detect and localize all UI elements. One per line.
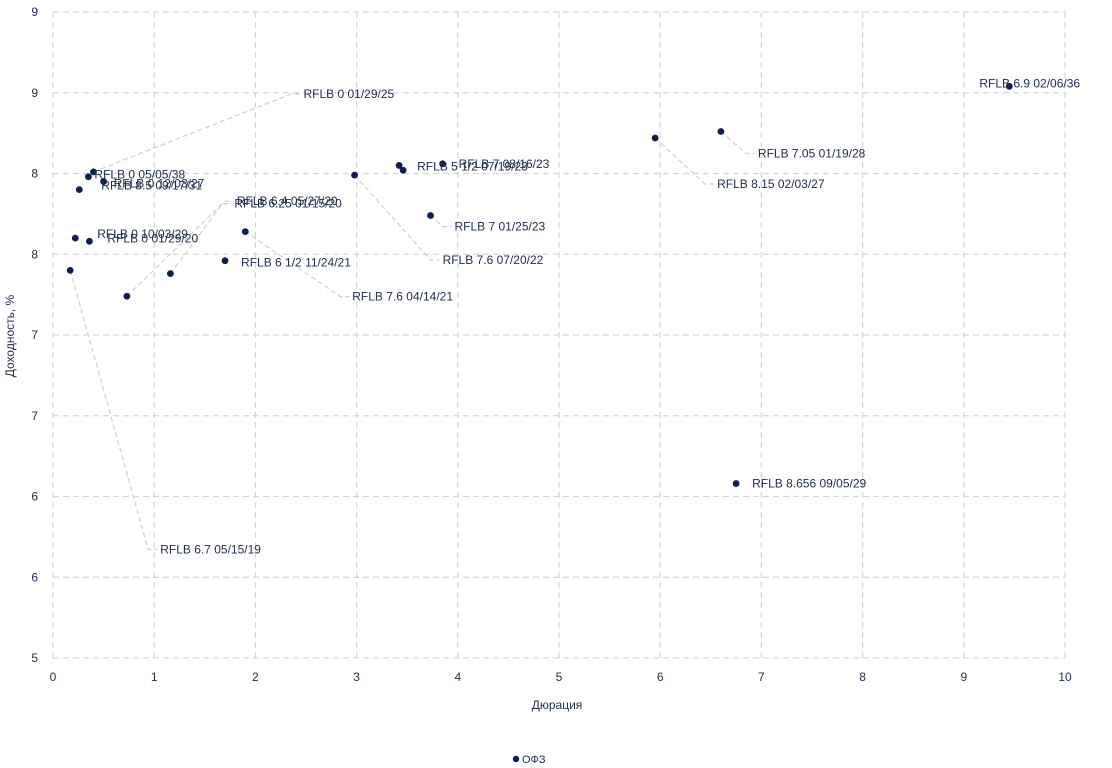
data-point xyxy=(395,162,403,169)
label-leader-lines xyxy=(69,93,755,551)
data-point xyxy=(90,168,97,176)
legend-marker xyxy=(512,755,520,763)
point-label: RFLB 7.05 01/19/28 xyxy=(758,147,866,161)
point-label: RFLB 7.6 07/20/22 xyxy=(443,253,544,267)
data-point xyxy=(351,171,358,179)
leader-line xyxy=(93,93,301,173)
point-labels: RFLB 6.7 05/15/19 RFLB 0 10/03/29 RFLB 8.5… xyxy=(94,76,1080,556)
x-axis-title: Дюрация xyxy=(532,698,583,712)
data-point xyxy=(439,160,447,168)
y-tick-label: 6 xyxy=(31,490,38,504)
point-label: RFLB 6 1/2 11/24/21 xyxy=(241,256,351,270)
data-point xyxy=(1005,82,1013,90)
point-label: RFLB 6.25 01/15/20 xyxy=(234,197,342,211)
y-tick-label: 7 xyxy=(31,328,38,342)
leader-line xyxy=(430,215,452,228)
data-points xyxy=(66,82,1013,487)
x-tick-label: 0 xyxy=(50,670,57,684)
y-tick-label: 9 xyxy=(31,5,38,19)
x-tick-label: 5 xyxy=(556,670,563,684)
gridlines xyxy=(52,11,1066,659)
x-tick-label: 1 xyxy=(151,670,158,684)
leader-line xyxy=(354,174,440,261)
point-label: RFLB 6.9 02/06/36 xyxy=(979,76,1080,90)
data-point xyxy=(123,292,131,300)
point-label: RFLB 8.15 02/03/27 xyxy=(717,177,825,191)
point-label: RFLB 0 12/03/27 xyxy=(114,177,205,191)
point-label: RFLB 7 08/16/23 xyxy=(459,157,550,171)
data-point xyxy=(166,270,174,278)
y-tick-label: 7 xyxy=(31,409,38,423)
point-label: RFLB 0 01/29/25 xyxy=(303,87,394,101)
x-axis-ticks: 0 1 2 3 4 5 6 7 8 9 10 xyxy=(50,670,1072,684)
point-label: RFLB 6.4 05/27/20 xyxy=(237,194,338,208)
data-point xyxy=(221,257,229,265)
y-tick-label: 5 xyxy=(31,651,38,665)
x-tick-label: 10 xyxy=(1058,670,1072,684)
data-point xyxy=(651,134,659,142)
x-tick-label: 2 xyxy=(252,670,259,684)
data-point xyxy=(100,178,107,185)
leader-line xyxy=(69,270,158,551)
x-tick-label: 8 xyxy=(859,670,866,684)
x-tick-label: 9 xyxy=(960,670,967,684)
legend-label: ОФЗ xyxy=(522,754,546,766)
leader-line xyxy=(244,231,350,298)
point-label: RFLB 8.5 09/17/31 xyxy=(101,179,202,193)
y-axis-ticks: 5 6 6 7 7 8 8 9 9 xyxy=(31,5,38,665)
data-point xyxy=(732,480,740,487)
data-point xyxy=(71,234,79,242)
y-axis-title: Доходность, % xyxy=(3,294,17,377)
point-label: RFLB 0 10/03/29 xyxy=(97,227,188,241)
x-tick-label: 7 xyxy=(758,670,765,684)
x-tick-label: 3 xyxy=(353,670,360,684)
point-label: RFLB 7.6 04/14/21 xyxy=(352,290,453,304)
x-tick-label: 6 xyxy=(657,670,664,684)
point-label: RFLB 0 05/05/38 xyxy=(94,168,185,182)
data-point xyxy=(66,267,74,274)
data-point xyxy=(399,166,407,174)
point-label: RFLB 0 01/29/20 xyxy=(107,231,198,245)
y-tick-label: 8 xyxy=(31,247,38,261)
data-point xyxy=(85,173,92,181)
y-tick-label: 9 xyxy=(31,86,38,100)
leader-line xyxy=(654,137,715,185)
point-label: RFLB 7 01/25/23 xyxy=(454,219,545,233)
point-label: RFLB 5 1/2 07/19/23 xyxy=(417,159,528,173)
x-tick-label: 4 xyxy=(454,670,461,684)
leader-line xyxy=(126,200,234,297)
point-label: RFLB 8.656 09/05/29 xyxy=(752,477,866,491)
legend: ОФЗ xyxy=(512,754,546,766)
data-point xyxy=(86,237,93,245)
data-point xyxy=(427,212,434,219)
data-point xyxy=(241,228,249,236)
data-point xyxy=(75,186,83,194)
y-tick-label: 6 xyxy=(31,570,38,584)
y-tick-label: 8 xyxy=(31,167,38,181)
data-point xyxy=(717,128,725,135)
point-label: RFLB 6.7 05/15/19 xyxy=(160,542,261,556)
leader-line xyxy=(720,131,755,155)
